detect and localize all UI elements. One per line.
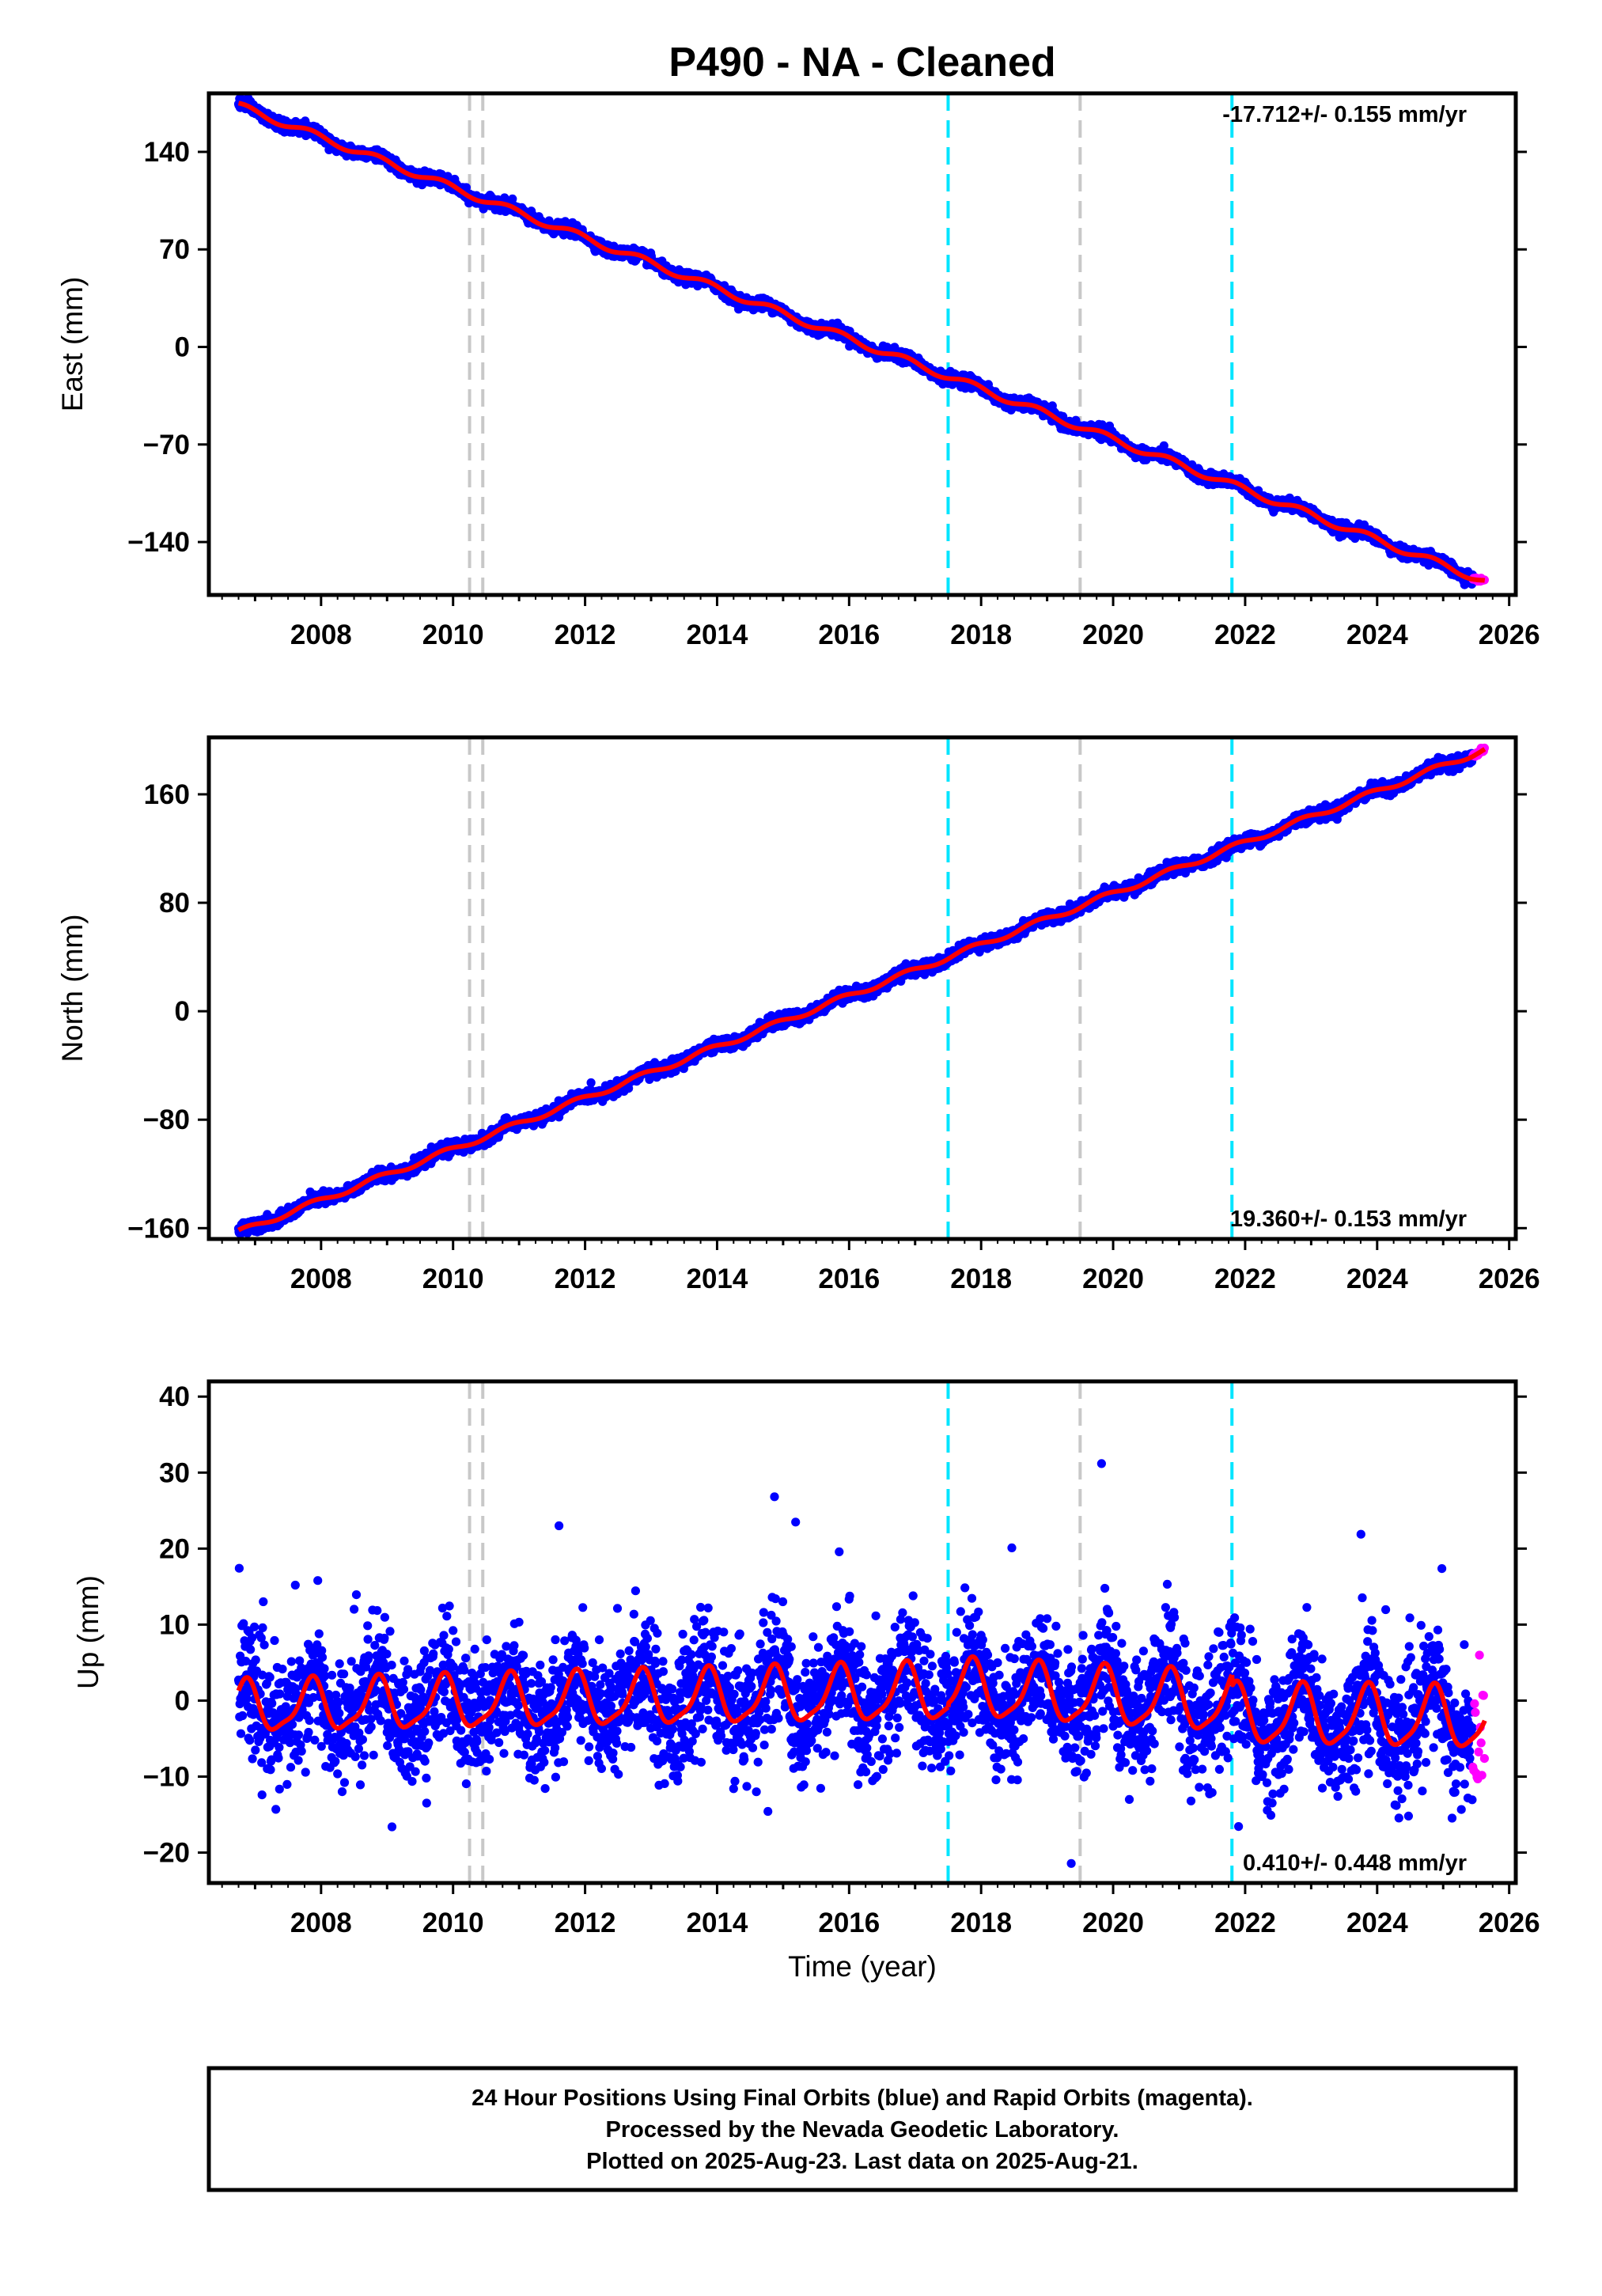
east-xtick-label: 2026 [1479, 619, 1540, 650]
east-xtick-label: 2012 [555, 619, 616, 650]
north-point [586, 1078, 596, 1088]
east-ytick-label: 70 [159, 234, 190, 265]
east-xtick-label: 2018 [950, 619, 1012, 650]
east-xtick-label: 2010 [422, 619, 484, 650]
east-ytick-label: 0 [175, 332, 190, 363]
east-ytick-label: −70 [143, 430, 190, 460]
east-plot-area [233, 93, 1489, 595]
east-panel: 140 70 0 −70 −140 2008 2010 2012 2014 2016 2018 202… [56, 91, 1540, 650]
east-xtick-label: 2020 [1082, 619, 1144, 650]
figure-title: P490 - NA - Cleaned [668, 40, 1055, 85]
east-ytick-label: −140 [127, 527, 190, 558]
east-xtick-label: 2022 [1214, 619, 1276, 650]
east-ytick-label: 140 [144, 137, 190, 168]
east-xtick-label: 2024 [1346, 619, 1408, 650]
east-y-axis-label: East (mm) [56, 277, 89, 412]
east-xtick-label: 2014 [687, 619, 748, 650]
east-xtick-label: 2016 [818, 619, 880, 650]
east-rate-label: -17.712+/- 0.155 mm/yr [1222, 102, 1467, 127]
east-xtick-label: 2008 [290, 619, 352, 650]
